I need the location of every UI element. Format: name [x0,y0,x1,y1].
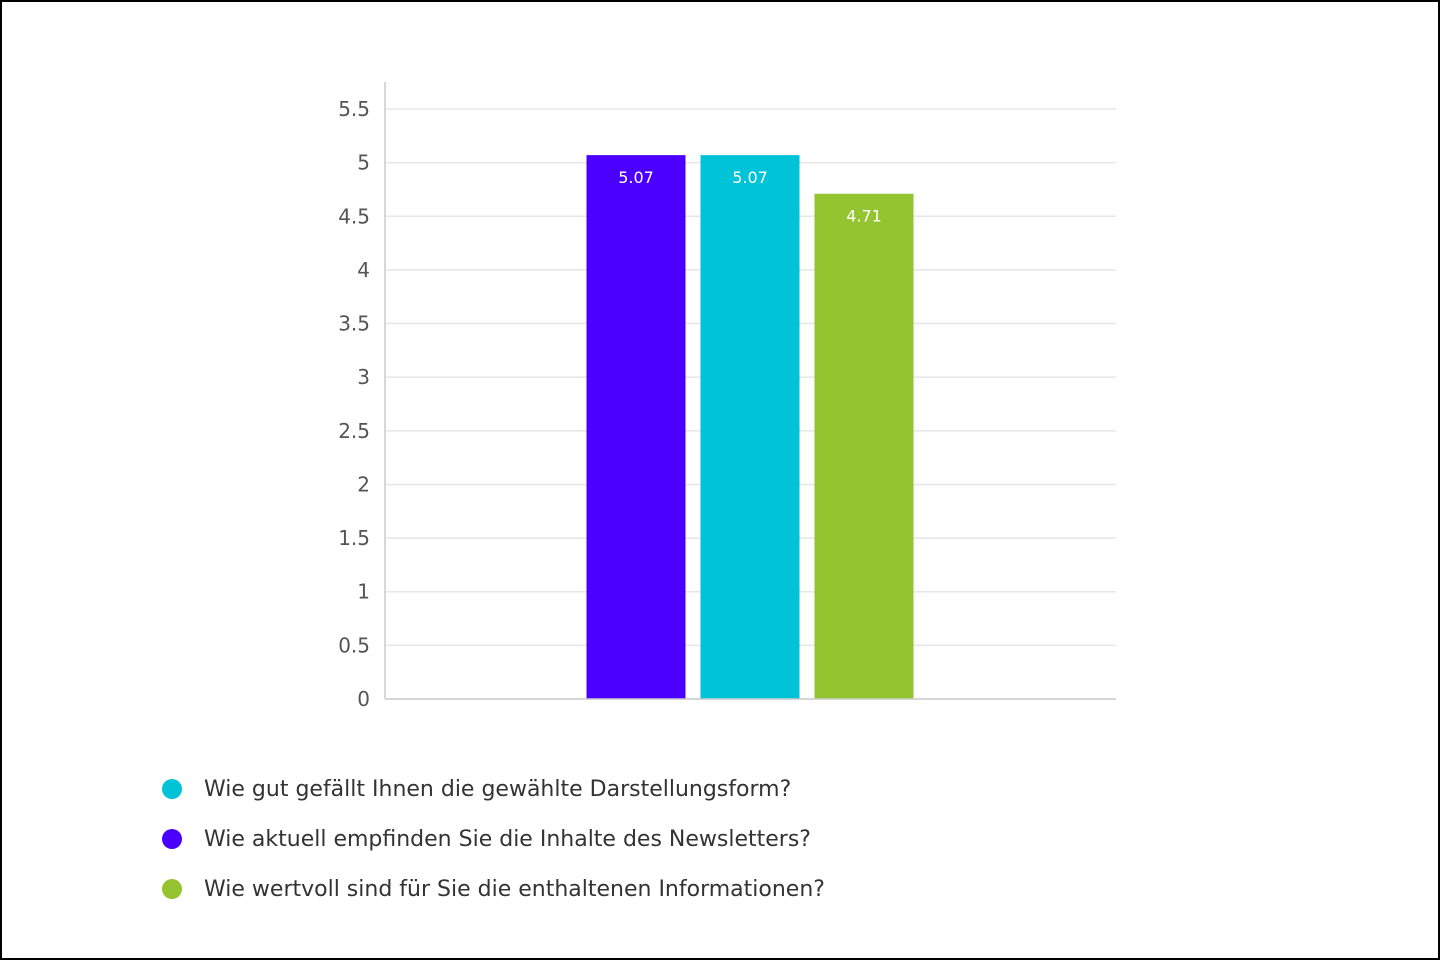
bar [814,193,914,699]
y-tick-label: 2.5 [338,419,370,443]
legend-item[interactable]: Wie gut gefällt Ihnen die gewählte Darst… [162,764,825,814]
y-tick-label: 1 [357,580,370,604]
legend-dot-icon [162,879,182,899]
y-tick-label: 4 [357,258,370,282]
legend-label: Wie gut gefällt Ihnen die gewählte Darst… [204,776,792,802]
y-tick-label: 3.5 [338,312,370,336]
bar [586,155,686,700]
y-tick-label: 0.5 [338,633,370,657]
legend-item[interactable]: Wie aktuell empfinden Sie die Inhalte de… [162,814,825,864]
y-tick-label: 2 [357,472,370,496]
bar-data-label: 5.07 [732,168,768,187]
y-tick-label: 0 [357,687,370,711]
legend-item[interactable]: Wie wertvoll sind für Sie die enthaltene… [162,864,825,914]
y-tick-label: 4.5 [338,204,370,228]
bar [700,155,800,700]
legend-label: Wie wertvoll sind für Sie die enthaltene… [204,876,825,902]
legend-dot-icon [162,779,182,799]
bar-data-label: 4.71 [846,207,882,226]
y-tick-label: 3 [357,365,370,389]
chart-legend: Wie gut gefällt Ihnen die gewählte Darst… [162,764,825,914]
y-tick-label: 5 [357,151,370,175]
y-tick-label: 5.5 [338,97,370,121]
legend-dot-icon [162,829,182,849]
y-tick-label: 1.5 [338,526,370,550]
bar-data-label: 5.07 [618,168,654,187]
legend-label: Wie aktuell empfinden Sie die Inhalte de… [204,826,811,852]
